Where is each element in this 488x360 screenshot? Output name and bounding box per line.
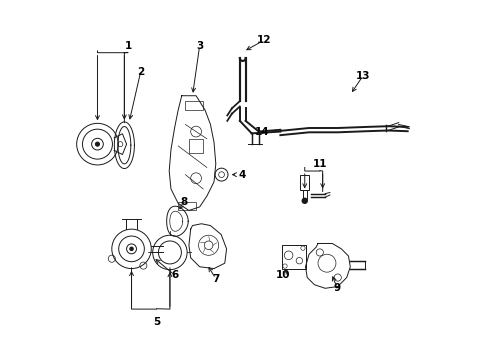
Text: 9: 9	[333, 283, 340, 293]
Text: 3: 3	[196, 41, 203, 50]
Text: 14: 14	[254, 127, 268, 136]
Text: 1: 1	[124, 41, 131, 50]
Text: 5: 5	[153, 317, 160, 327]
Text: 2: 2	[137, 67, 144, 77]
Bar	[300, 175, 309, 190]
Text: 7: 7	[212, 274, 219, 284]
Text: 12: 12	[257, 35, 271, 45]
Circle shape	[95, 142, 100, 146]
Text: 6: 6	[171, 270, 178, 280]
Circle shape	[130, 247, 133, 251]
Bar	[178, 202, 196, 211]
Bar	[185, 101, 203, 110]
Circle shape	[302, 198, 306, 203]
Text: 10: 10	[275, 270, 290, 280]
Text: 11: 11	[312, 159, 326, 169]
Text: 4: 4	[238, 170, 245, 180]
Bar	[188, 139, 203, 153]
Text: 13: 13	[355, 71, 369, 81]
Text: 8: 8	[180, 197, 187, 207]
Bar	[282, 246, 305, 269]
